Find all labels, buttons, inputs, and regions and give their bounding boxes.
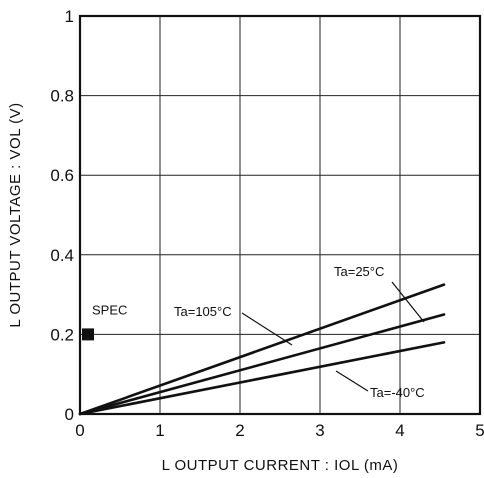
series-label-25c: Ta=25°C xyxy=(334,264,384,279)
y-tick-label: 0 xyxy=(65,405,74,424)
tick-labels: 0 1 2 3 4 5 0 0.2 0.4 0.6 0.8 1 xyxy=(50,7,484,440)
spec-marker xyxy=(82,328,94,341)
annotations: SPEC Ta=105°C Ta=25°C Ta=-40°C xyxy=(82,264,425,400)
y-tick-label: 0.2 xyxy=(50,325,74,344)
leader-line xyxy=(241,312,293,346)
y-axis-label: L OUTPUT VOLTAGE : VOL (V) xyxy=(7,102,24,327)
x-tick-label: 2 xyxy=(235,421,244,440)
x-tick-label: 0 xyxy=(75,421,84,440)
y-tick-label: 0.4 xyxy=(50,246,74,265)
x-tick-label: 5 xyxy=(475,421,484,440)
grid xyxy=(78,14,482,416)
y-tick-label: 1 xyxy=(65,7,74,26)
leader-line xyxy=(335,370,369,392)
x-tick-label: 4 xyxy=(395,421,404,440)
x-tick-label: 1 xyxy=(155,421,164,440)
spec-label: SPEC xyxy=(92,302,127,317)
series-lines xyxy=(78,283,446,416)
plot-frame xyxy=(78,14,482,416)
leader-line xyxy=(391,281,425,323)
x-tick-label: 3 xyxy=(315,421,324,440)
series-label-minus40c: Ta=-40°C xyxy=(370,385,425,400)
series-label-105c: Ta=105°C xyxy=(174,304,232,319)
y-tick-label: 0.6 xyxy=(50,166,74,185)
series-line-minus40c xyxy=(78,341,446,416)
series-line-25c xyxy=(78,313,446,416)
x-axis-label: L OUTPUT CURRENT : IOL (mA) xyxy=(162,457,399,474)
y-tick-label: 0.8 xyxy=(50,87,74,106)
series-line-105c xyxy=(78,283,446,416)
